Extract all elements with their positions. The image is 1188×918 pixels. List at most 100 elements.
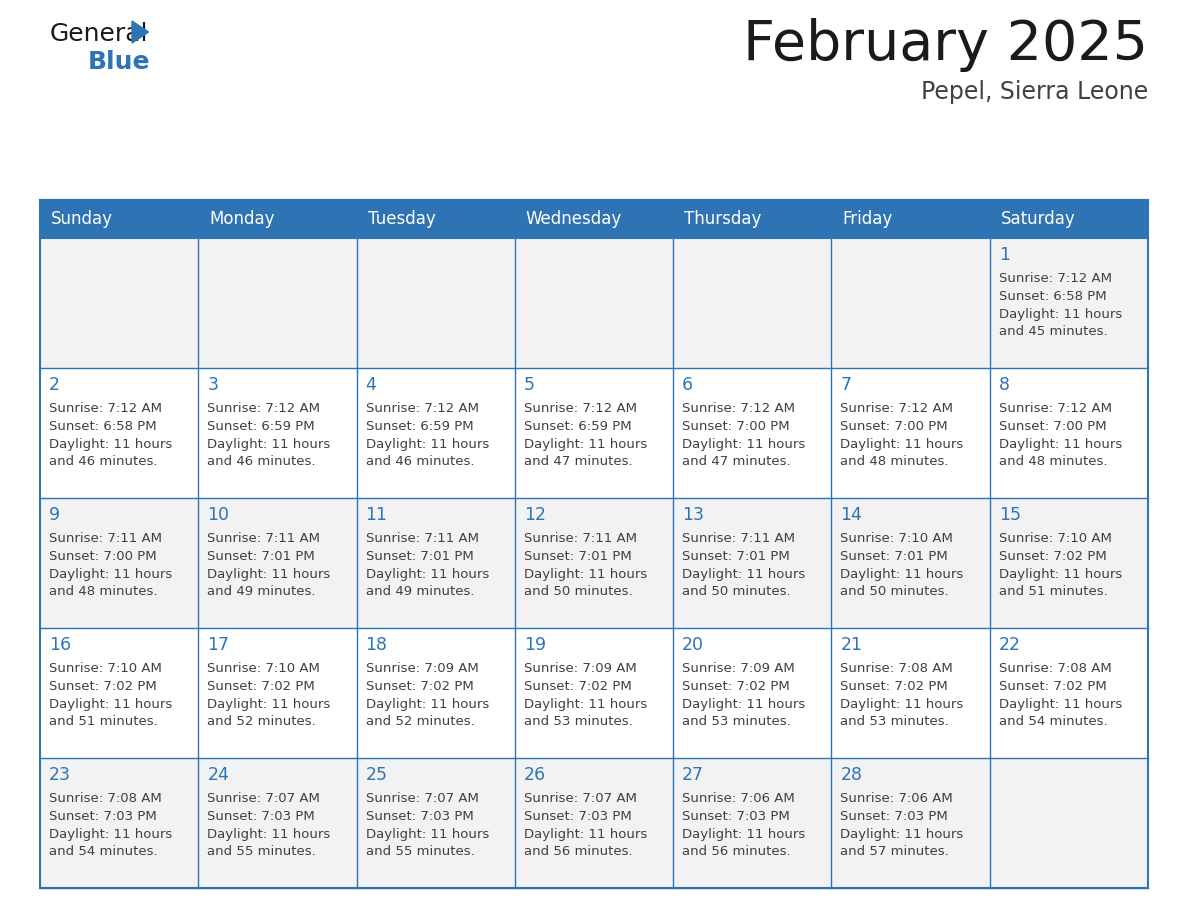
Text: Sunrise: 7:08 AM: Sunrise: 7:08 AM (999, 662, 1112, 675)
Text: Sunset: 7:03 PM: Sunset: 7:03 PM (49, 810, 157, 823)
Text: Sunset: 7:02 PM: Sunset: 7:02 PM (682, 680, 790, 693)
Text: Sunday: Sunday (51, 210, 113, 228)
Text: Daylight: 11 hours: Daylight: 11 hours (999, 438, 1121, 451)
Text: 28: 28 (840, 766, 862, 784)
Text: Sunrise: 7:10 AM: Sunrise: 7:10 AM (840, 532, 953, 545)
Text: and 49 minutes.: and 49 minutes. (366, 585, 474, 598)
Text: 1: 1 (999, 246, 1010, 264)
Text: Sunset: 6:58 PM: Sunset: 6:58 PM (49, 420, 157, 433)
Text: Sunrise: 7:11 AM: Sunrise: 7:11 AM (207, 532, 321, 545)
Text: and 51 minutes.: and 51 minutes. (49, 715, 158, 728)
Text: Daylight: 11 hours: Daylight: 11 hours (49, 828, 172, 841)
Text: and 50 minutes.: and 50 minutes. (524, 585, 632, 598)
Bar (40, 368, 1148, 498)
Text: Sunrise: 7:12 AM: Sunrise: 7:12 AM (49, 402, 162, 415)
Text: 3: 3 (207, 376, 219, 394)
Text: Sunrise: 7:10 AM: Sunrise: 7:10 AM (207, 662, 320, 675)
Text: 6: 6 (682, 376, 694, 394)
Text: Sunrise: 7:08 AM: Sunrise: 7:08 AM (49, 792, 162, 805)
Text: and 51 minutes.: and 51 minutes. (999, 585, 1107, 598)
Text: Friday: Friday (842, 210, 892, 228)
Text: Sunrise: 7:09 AM: Sunrise: 7:09 AM (682, 662, 795, 675)
Text: Sunrise: 7:12 AM: Sunrise: 7:12 AM (682, 402, 795, 415)
Text: Sunset: 7:01 PM: Sunset: 7:01 PM (682, 550, 790, 563)
Text: Sunrise: 7:11 AM: Sunrise: 7:11 AM (366, 532, 479, 545)
Text: 4: 4 (366, 376, 377, 394)
Text: Sunrise: 7:08 AM: Sunrise: 7:08 AM (840, 662, 953, 675)
Text: and 56 minutes.: and 56 minutes. (682, 845, 791, 858)
Text: Sunrise: 7:12 AM: Sunrise: 7:12 AM (999, 272, 1112, 285)
Bar (40, 200, 1148, 888)
Text: Sunrise: 7:09 AM: Sunrise: 7:09 AM (524, 662, 637, 675)
Text: Thursday: Thursday (684, 210, 762, 228)
Text: and 50 minutes.: and 50 minutes. (682, 585, 791, 598)
Text: Wednesday: Wednesday (526, 210, 623, 228)
Text: Sunrise: 7:06 AM: Sunrise: 7:06 AM (682, 792, 795, 805)
Text: Daylight: 11 hours: Daylight: 11 hours (207, 828, 330, 841)
Text: Daylight: 11 hours: Daylight: 11 hours (524, 568, 647, 581)
Text: Blue: Blue (88, 50, 151, 74)
Polygon shape (132, 21, 148, 43)
Text: and 56 minutes.: and 56 minutes. (524, 845, 632, 858)
Text: Sunset: 7:02 PM: Sunset: 7:02 PM (840, 680, 948, 693)
Text: and 52 minutes.: and 52 minutes. (207, 715, 316, 728)
Text: Sunset: 7:03 PM: Sunset: 7:03 PM (207, 810, 315, 823)
Text: Sunset: 7:01 PM: Sunset: 7:01 PM (366, 550, 473, 563)
Text: and 55 minutes.: and 55 minutes. (207, 845, 316, 858)
Text: Daylight: 11 hours: Daylight: 11 hours (524, 698, 647, 711)
Text: 12: 12 (524, 506, 545, 524)
Text: Sunset: 7:03 PM: Sunset: 7:03 PM (840, 810, 948, 823)
Bar (40, 758, 1148, 888)
Text: Sunrise: 7:12 AM: Sunrise: 7:12 AM (524, 402, 637, 415)
Text: Sunset: 7:03 PM: Sunset: 7:03 PM (366, 810, 473, 823)
Text: Sunset: 7:02 PM: Sunset: 7:02 PM (207, 680, 315, 693)
Text: 11: 11 (366, 506, 387, 524)
Text: Sunset: 7:02 PM: Sunset: 7:02 PM (49, 680, 157, 693)
Text: Sunset: 7:02 PM: Sunset: 7:02 PM (366, 680, 473, 693)
Text: Daylight: 11 hours: Daylight: 11 hours (840, 698, 963, 711)
Text: Sunset: 6:59 PM: Sunset: 6:59 PM (366, 420, 473, 433)
Text: 27: 27 (682, 766, 704, 784)
Text: Sunrise: 7:10 AM: Sunrise: 7:10 AM (49, 662, 162, 675)
Text: Daylight: 11 hours: Daylight: 11 hours (366, 568, 488, 581)
Text: Monday: Monday (209, 210, 274, 228)
Text: Sunset: 7:02 PM: Sunset: 7:02 PM (999, 550, 1106, 563)
Text: 14: 14 (840, 506, 862, 524)
Text: Sunset: 7:02 PM: Sunset: 7:02 PM (524, 680, 632, 693)
Text: and 47 minutes.: and 47 minutes. (524, 455, 632, 468)
Text: and 46 minutes.: and 46 minutes. (366, 455, 474, 468)
Text: and 48 minutes.: and 48 minutes. (999, 455, 1107, 468)
Text: 9: 9 (49, 506, 61, 524)
Text: Sunset: 7:03 PM: Sunset: 7:03 PM (682, 810, 790, 823)
Bar (40, 498, 1148, 628)
Text: Sunrise: 7:10 AM: Sunrise: 7:10 AM (999, 532, 1112, 545)
Text: Sunrise: 7:12 AM: Sunrise: 7:12 AM (840, 402, 954, 415)
Text: Daylight: 11 hours: Daylight: 11 hours (49, 568, 172, 581)
Text: Sunset: 7:00 PM: Sunset: 7:00 PM (999, 420, 1106, 433)
Text: 15: 15 (999, 506, 1020, 524)
Text: Sunset: 7:00 PM: Sunset: 7:00 PM (840, 420, 948, 433)
Text: Sunrise: 7:07 AM: Sunrise: 7:07 AM (207, 792, 320, 805)
Text: Sunset: 7:00 PM: Sunset: 7:00 PM (49, 550, 157, 563)
Bar (40, 200, 1148, 238)
Text: Sunset: 7:03 PM: Sunset: 7:03 PM (524, 810, 632, 823)
Text: 7: 7 (840, 376, 852, 394)
Text: 26: 26 (524, 766, 546, 784)
Text: 19: 19 (524, 636, 546, 654)
Text: Saturday: Saturday (1000, 210, 1075, 228)
Text: Sunrise: 7:12 AM: Sunrise: 7:12 AM (366, 402, 479, 415)
Text: Sunrise: 7:11 AM: Sunrise: 7:11 AM (49, 532, 162, 545)
Text: Sunset: 7:00 PM: Sunset: 7:00 PM (682, 420, 790, 433)
Text: Daylight: 11 hours: Daylight: 11 hours (682, 698, 805, 711)
Text: 8: 8 (999, 376, 1010, 394)
Text: Sunset: 7:01 PM: Sunset: 7:01 PM (840, 550, 948, 563)
Text: and 53 minutes.: and 53 minutes. (840, 715, 949, 728)
Text: 20: 20 (682, 636, 704, 654)
Text: Sunset: 6:58 PM: Sunset: 6:58 PM (999, 290, 1106, 303)
Text: Daylight: 11 hours: Daylight: 11 hours (999, 698, 1121, 711)
Bar (40, 238, 1148, 368)
Text: Daylight: 11 hours: Daylight: 11 hours (840, 438, 963, 451)
Text: Daylight: 11 hours: Daylight: 11 hours (524, 438, 647, 451)
Text: 22: 22 (999, 636, 1020, 654)
Text: Daylight: 11 hours: Daylight: 11 hours (682, 438, 805, 451)
